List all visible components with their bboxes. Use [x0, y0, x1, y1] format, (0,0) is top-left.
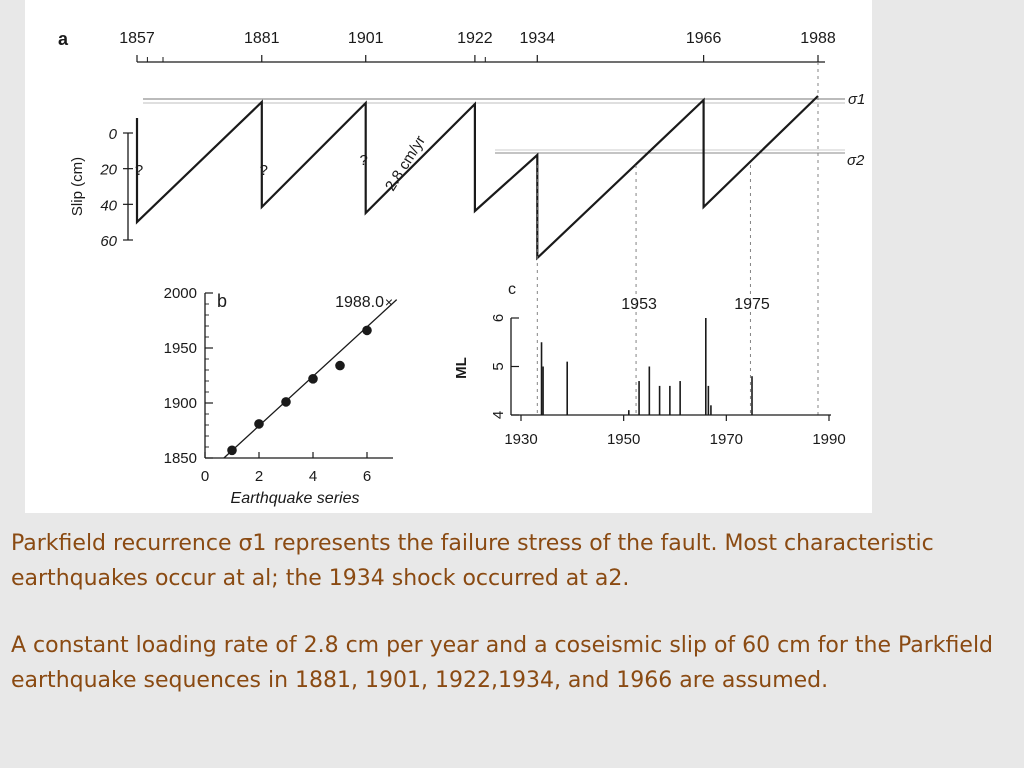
parkfield-figure: a 1857 1881 1901 1922 1934 1966 1988 σ1 σ2 0 20 40 60… — [25, 0, 872, 513]
sigma-1-label: σ1 — [848, 91, 865, 108]
parkfield-charts: a 1857 1881 1901 1922 1934 1966 1988σ1σ20204060… — [58, 29, 865, 507]
panel-c-x-tick-label-1950: 1950 — [607, 431, 640, 448]
panel-b-point-5 — [335, 360, 345, 371]
panel-a-label: a — [58, 29, 69, 49]
caption-paragraph-1: Parkfield recurrence σ1 represents the f… — [11, 531, 934, 591]
panel-a-year-label-1988: 1988 — [800, 30, 836, 47]
caption-paragraph-2: A constant loading rate of 2.8 cm per ye… — [11, 633, 994, 693]
panel-b-point-2 — [254, 419, 264, 429]
panel-a-y-axis-label: Slip (cm) — [69, 157, 86, 216]
panel-b-prediction-marker: × — [385, 294, 393, 310]
panel-a-y-tick-label-60: 60 — [100, 233, 117, 250]
panel-a-y-tick-label-40: 40 — [100, 197, 117, 214]
panel-b-x-axis-label: Earthquake series — [231, 490, 360, 507]
panel-b-y-tick-label-1900: 1900 — [164, 395, 197, 412]
panel-b-y-tick-label-1850: 1850 — [164, 450, 197, 467]
panel-c-y-tick-label-6: 6 — [490, 314, 507, 322]
panel-c-y-tick-label-5: 5 — [490, 362, 507, 370]
panel-b-y-tick-label-1950: 1950 — [164, 340, 197, 357]
panel-c-x-tick-label-1970: 1970 — [710, 431, 743, 448]
panel-b-label: b — [217, 291, 227, 311]
loading-rate-label: 2.8 cm/yr — [382, 133, 429, 194]
panel-b-prediction-label: 1988.0 — [335, 294, 384, 311]
panel-b-point-6 — [362, 325, 372, 336]
panel-c-y-tick-label-4: 4 — [490, 411, 507, 419]
panel-c-x-tick-label-1930: 1930 — [504, 431, 537, 448]
unknown-slip-marker: ? — [135, 162, 143, 179]
panel-b-x-tick-label-2: 2 — [255, 468, 263, 485]
unknown-slip-marker: ? — [360, 152, 368, 169]
panel-a-year-label-1857: 1857 — [119, 30, 155, 47]
panel-a-y-tick-label-0: 0 — [109, 126, 118, 143]
panel-a-year-label-1922: 1922 — [457, 30, 493, 47]
panel-b-point-3 — [281, 397, 291, 407]
panel-a-y-tick-label-20: 20 — [99, 162, 117, 179]
panel-a-year-label-1966: 1966 — [686, 30, 722, 47]
panel-b-x-tick-label-4: 4 — [309, 468, 317, 485]
panel-a-year-label-1901: 1901 — [348, 30, 384, 47]
panel-c-x-tick-label-1990: 1990 — [812, 431, 845, 448]
panel-b-y-tick-label-2000: 2000 — [164, 285, 197, 302]
unknown-slip-marker: ? — [260, 162, 268, 179]
panel-c-label: c — [508, 281, 516, 298]
panel-b-x-tick-label-6: 6 — [363, 468, 371, 485]
panel-c-y-axis-label: ML — [453, 357, 470, 379]
panel-b-point-1 — [227, 445, 237, 456]
panel-c-annotation-1975: 1975 — [734, 296, 770, 313]
slip-sawtooth-line — [135, 95, 819, 261]
panel-b-point-4 — [308, 374, 318, 384]
panel-b-x-tick-label-0: 0 — [201, 468, 209, 485]
panel-c-annotation-1953: 1953 — [621, 296, 657, 313]
panel-a-year-label-1881: 1881 — [244, 30, 280, 47]
panel-a-year-label-1934: 1934 — [519, 30, 555, 47]
sigma-2-label: σ2 — [847, 152, 865, 169]
